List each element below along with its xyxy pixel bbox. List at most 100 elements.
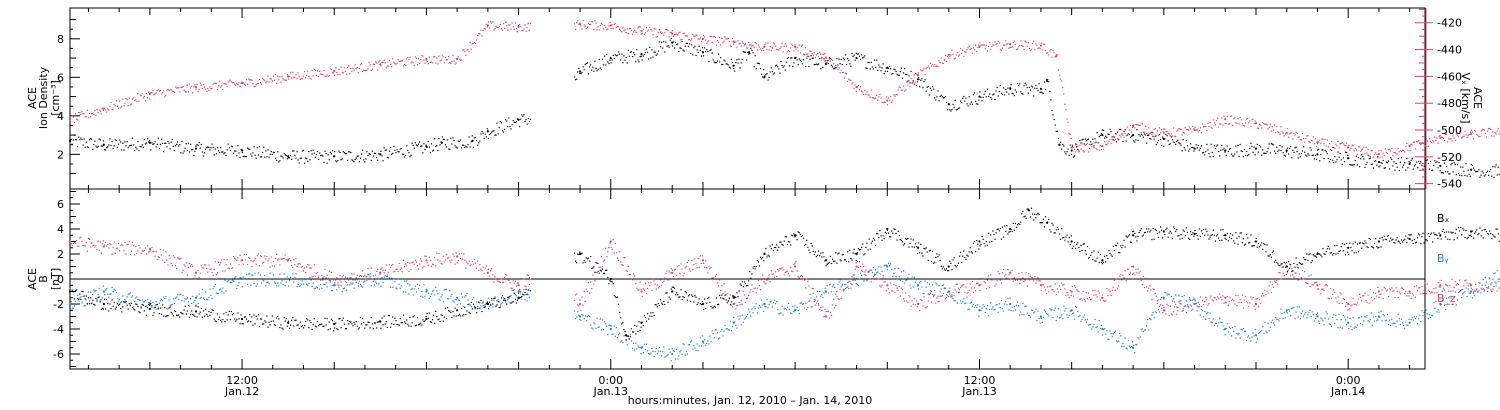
density-sample [1389, 168, 1391, 170]
velocity-sample [1002, 44, 1005, 46]
velocity-sample [259, 82, 262, 84]
velocity-sample [1389, 148, 1391, 150]
velocity-sample [386, 65, 388, 67]
bz-sample [1162, 311, 1164, 314]
by-point [194, 296, 198, 299]
velocity-sample [250, 79, 252, 81]
bz-sample [708, 266, 710, 268]
bz-sample [878, 278, 880, 280]
density-sample [346, 159, 349, 161]
density-sample [1378, 166, 1380, 168]
bz-sample [1355, 304, 1357, 306]
velocity-sample [513, 28, 515, 30]
density-sample [1304, 151, 1306, 153]
by-sample [212, 288, 214, 290]
density-sample [1464, 174, 1466, 177]
density-sample [1065, 153, 1067, 155]
density-sample [191, 149, 193, 151]
by-sample [780, 312, 782, 314]
bz-sample [916, 306, 919, 308]
density-sample [1387, 160, 1390, 162]
density-sample [1409, 161, 1411, 164]
velocity-sample [331, 72, 334, 74]
density-sample [238, 152, 240, 154]
velocity-sample [494, 28, 496, 30]
velocity-sample [206, 90, 208, 92]
by-sample [331, 290, 334, 292]
velocity-sample [272, 75, 274, 78]
velocity-sample [956, 51, 958, 54]
velocity-sample [978, 44, 980, 46]
velocity-point [794, 45, 797, 48]
velocity-sample [1360, 150, 1362, 153]
bz-sample [298, 262, 300, 265]
bz-sample [865, 274, 867, 276]
bz-sample [740, 299, 742, 302]
bz-sample [714, 275, 716, 277]
density-sample [731, 62, 734, 64]
bz-sample [757, 279, 759, 282]
velocity-sample [758, 46, 761, 48]
bz-sample [1119, 275, 1121, 277]
bz-sample [600, 256, 602, 258]
by-sample [411, 288, 413, 290]
by-sample [672, 350, 675, 352]
velocity-sample [224, 83, 226, 85]
velocity-sample [1462, 136, 1464, 138]
velocity-sample [439, 60, 441, 62]
bz-sample [1462, 289, 1464, 291]
velocity-sample [1465, 134, 1467, 136]
bz-sample [174, 265, 177, 267]
velocity-sample [269, 77, 271, 80]
bz-sample [808, 285, 810, 287]
density-sample [761, 73, 763, 75]
by-sample [376, 282, 378, 285]
velocity-sample [458, 58, 461, 60]
velocity-sample [1401, 149, 1404, 151]
density-sample [900, 67, 903, 69]
velocity-sample [325, 75, 327, 77]
density-sample [1038, 83, 1040, 85]
by-sample [394, 281, 396, 283]
velocity-sample [486, 26, 488, 28]
bz-sample [388, 264, 391, 266]
velocity-sample [1390, 150, 1392, 152]
by-sample [271, 279, 273, 281]
bz-sample [1054, 283, 1056, 285]
bz-sample [243, 253, 245, 256]
by-sample [102, 285, 105, 287]
velocity-sample [1303, 137, 1305, 140]
density-sample [1044, 88, 1047, 91]
by-sample [743, 318, 746, 320]
density-sample [486, 128, 488, 130]
bz-sample [127, 243, 129, 246]
bz-sample [1393, 290, 1395, 292]
density-sample [222, 151, 224, 153]
density-sample [297, 159, 299, 161]
bz-sample [1255, 298, 1257, 300]
density-sample [1458, 174, 1461, 176]
by-sample [416, 283, 419, 286]
density-sample [122, 142, 124, 144]
density-sample [116, 146, 119, 148]
velocity-point [148, 92, 151, 95]
density-sample [898, 74, 900, 76]
bz-sample [793, 263, 795, 266]
bz-sample [665, 272, 667, 274]
density-tick-label: 2 [57, 148, 64, 161]
density-sample [398, 151, 400, 153]
by-sample [684, 354, 686, 356]
density-sample [227, 143, 229, 145]
density-sample [387, 157, 390, 159]
density-sample [1422, 168, 1424, 170]
velocity-sample [319, 70, 321, 72]
density-sample [983, 93, 985, 95]
by-sample [119, 299, 121, 301]
velocity-sample [267, 75, 269, 77]
by-sample [643, 343, 646, 346]
density-sample [1495, 164, 1497, 166]
velocity-sample [1053, 52, 1055, 54]
bz-sample [1490, 289, 1492, 291]
density-sample [628, 55, 630, 57]
